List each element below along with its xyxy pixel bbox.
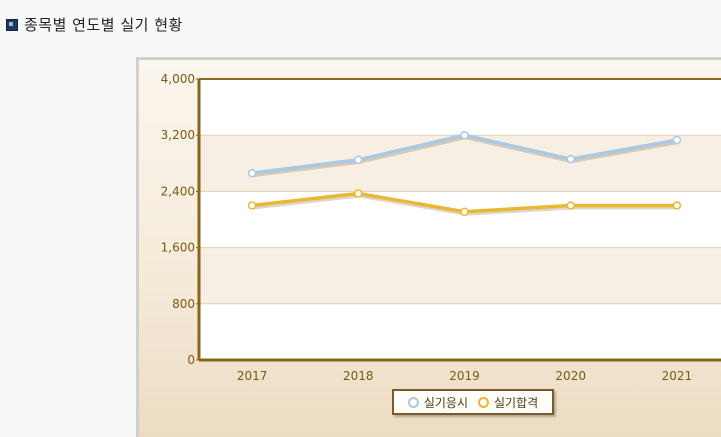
data-point (672, 201, 682, 210)
legend-item-series2[interactable]: 실기합격 (478, 394, 538, 411)
y-tick-label: 2,400 (161, 184, 195, 198)
x-tick-label: 2021 (662, 369, 693, 383)
data-point (460, 130, 469, 140)
grid-band (199, 135, 721, 192)
y-tick-label: 1,600 (161, 241, 195, 255)
legend-label-series1: 실기응시 (423, 395, 468, 410)
data-point (460, 207, 469, 217)
legend-item-series1[interactable]: 실기응시 (407, 394, 468, 411)
legend-marker-series2 (478, 396, 489, 408)
grid-band (199, 247, 721, 304)
data-point (566, 154, 575, 164)
section-header: 종목별 연도별 실기 현황 (6, 14, 183, 35)
legend-label-series2: 실기합격 (494, 395, 539, 410)
y-tick-label: 3,200 (161, 128, 195, 142)
plot-area (199, 79, 721, 360)
data-point (354, 189, 363, 198)
data-point (566, 201, 575, 210)
y-tick-label: 0 (187, 353, 195, 367)
data-point (247, 168, 257, 178)
y-tick-label: 4,000 (161, 72, 195, 86)
y-tick-label: 800 (172, 297, 195, 311)
section-title: 종목별 연도별 실기 현황 (24, 16, 183, 34)
x-tick-label: 2017 (237, 369, 268, 383)
data-point (672, 135, 682, 145)
chart-legend[interactable]: 실기응시 실기합격 (392, 389, 554, 415)
x-tick-label: 2018 (343, 369, 374, 383)
x-tick-label: 2019 (449, 369, 480, 383)
bullet-icon (6, 18, 18, 31)
x-tick-label: 2020 (555, 369, 586, 383)
line-chart: 0 800 1,600 2,400 3,200 4,000 2017 2018 2019 2020… (161, 72, 721, 383)
legend-marker-series1 (407, 396, 419, 408)
data-point (354, 155, 363, 165)
data-point (247, 201, 257, 210)
